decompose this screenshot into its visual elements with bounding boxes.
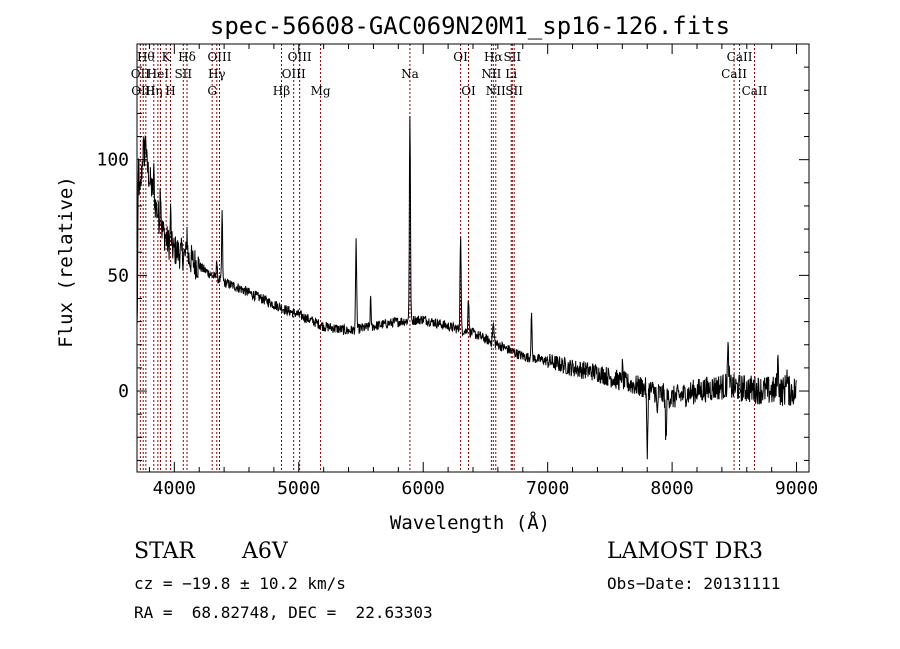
coordinates-readout: RA = 68.82748, DEC = 22.63303 (134, 603, 433, 622)
line-markers (139, 44, 755, 472)
survey-name: LAMOST DR3 (607, 539, 763, 564)
x-tick-label-0: 4000 (153, 478, 196, 499)
line-marker-label-24: SII (503, 50, 521, 64)
spectrum-line (136, 115, 797, 460)
x-tick-label-4: 8000 (650, 478, 693, 499)
line-marker-label-8: SII (174, 67, 192, 81)
chart-title: spec-56608-GAC069N20M1_sp16-126.fits (210, 12, 730, 40)
line-marker-label-4: HeI (147, 67, 170, 81)
line-marker-label-21: Hα (484, 50, 503, 64)
line-marker-label-7: H (165, 84, 175, 98)
line-marker-label-15: OIII (288, 50, 312, 64)
line-marker-label-9: Hδ (178, 50, 196, 64)
spectrum-chart: spec-56608-GAC069N20M1_sp16-126.fits OII… (55, 12, 818, 534)
y-tick-label-0: 0 (118, 381, 129, 402)
observation-date: Obs−Date: 20131111 (607, 574, 781, 593)
line-marker-label-13: Hβ (273, 84, 290, 98)
line-marker-label-23: Li (505, 67, 517, 81)
line-marker-label-28: CaII (742, 84, 768, 98)
line-marker-label-0: OII (131, 67, 151, 81)
redshift-readout: cz = −19.8 ± 10.2 km/s (134, 574, 346, 593)
line-marker-label-10: G (207, 84, 217, 98)
y-axis-ticks: 0 50 100 (96, 66, 809, 461)
plot-frame (136, 43, 810, 473)
y-axis-label: Flux (relative) (55, 176, 77, 348)
line-marker-label-3: Hη (145, 84, 163, 98)
line-marker-label-19: OI (461, 84, 476, 98)
x-tick-label-5: 9000 (775, 478, 818, 499)
line-marker-label-6: K (162, 50, 172, 64)
x-tick-label-3: 7000 (526, 478, 569, 499)
y-tick-label-1: 50 (107, 265, 129, 286)
line-marker-label-26: CaII (721, 67, 747, 81)
line-marker-label-25: SII (505, 84, 523, 98)
x-tick-label-1: 5000 (277, 478, 320, 499)
x-tick-label-2: 6000 (402, 478, 445, 499)
line-marker-label-2: Hθ (137, 50, 155, 64)
line-marker-label-27: CaII (727, 50, 753, 64)
line-marker-label-14: OIII (282, 67, 306, 81)
x-axis-label: Wavelength (Å) (390, 511, 550, 534)
x-axis-ticks: 4000 5000 6000 7000 8000 9000 (148, 44, 818, 499)
line-marker-label-12: OIII (207, 50, 231, 64)
line-marker-label-18: OI (453, 50, 468, 64)
y-tick-label-2: 100 (96, 150, 129, 171)
line-marker-labels: OIIOIIIHθHηHeIKHSIIHδGHγOIIIHβOIIIOIIIMg… (131, 50, 768, 98)
object-class: STAR (134, 539, 195, 564)
object-subclass: A6V (242, 539, 288, 564)
line-marker-label-22: NII (486, 84, 506, 98)
line-marker-label-16: Mg (311, 84, 331, 98)
line-marker-label-17: Na (401, 67, 419, 81)
line-marker-label-20: NII (481, 67, 501, 81)
line-marker-label-11: Hγ (208, 67, 226, 81)
